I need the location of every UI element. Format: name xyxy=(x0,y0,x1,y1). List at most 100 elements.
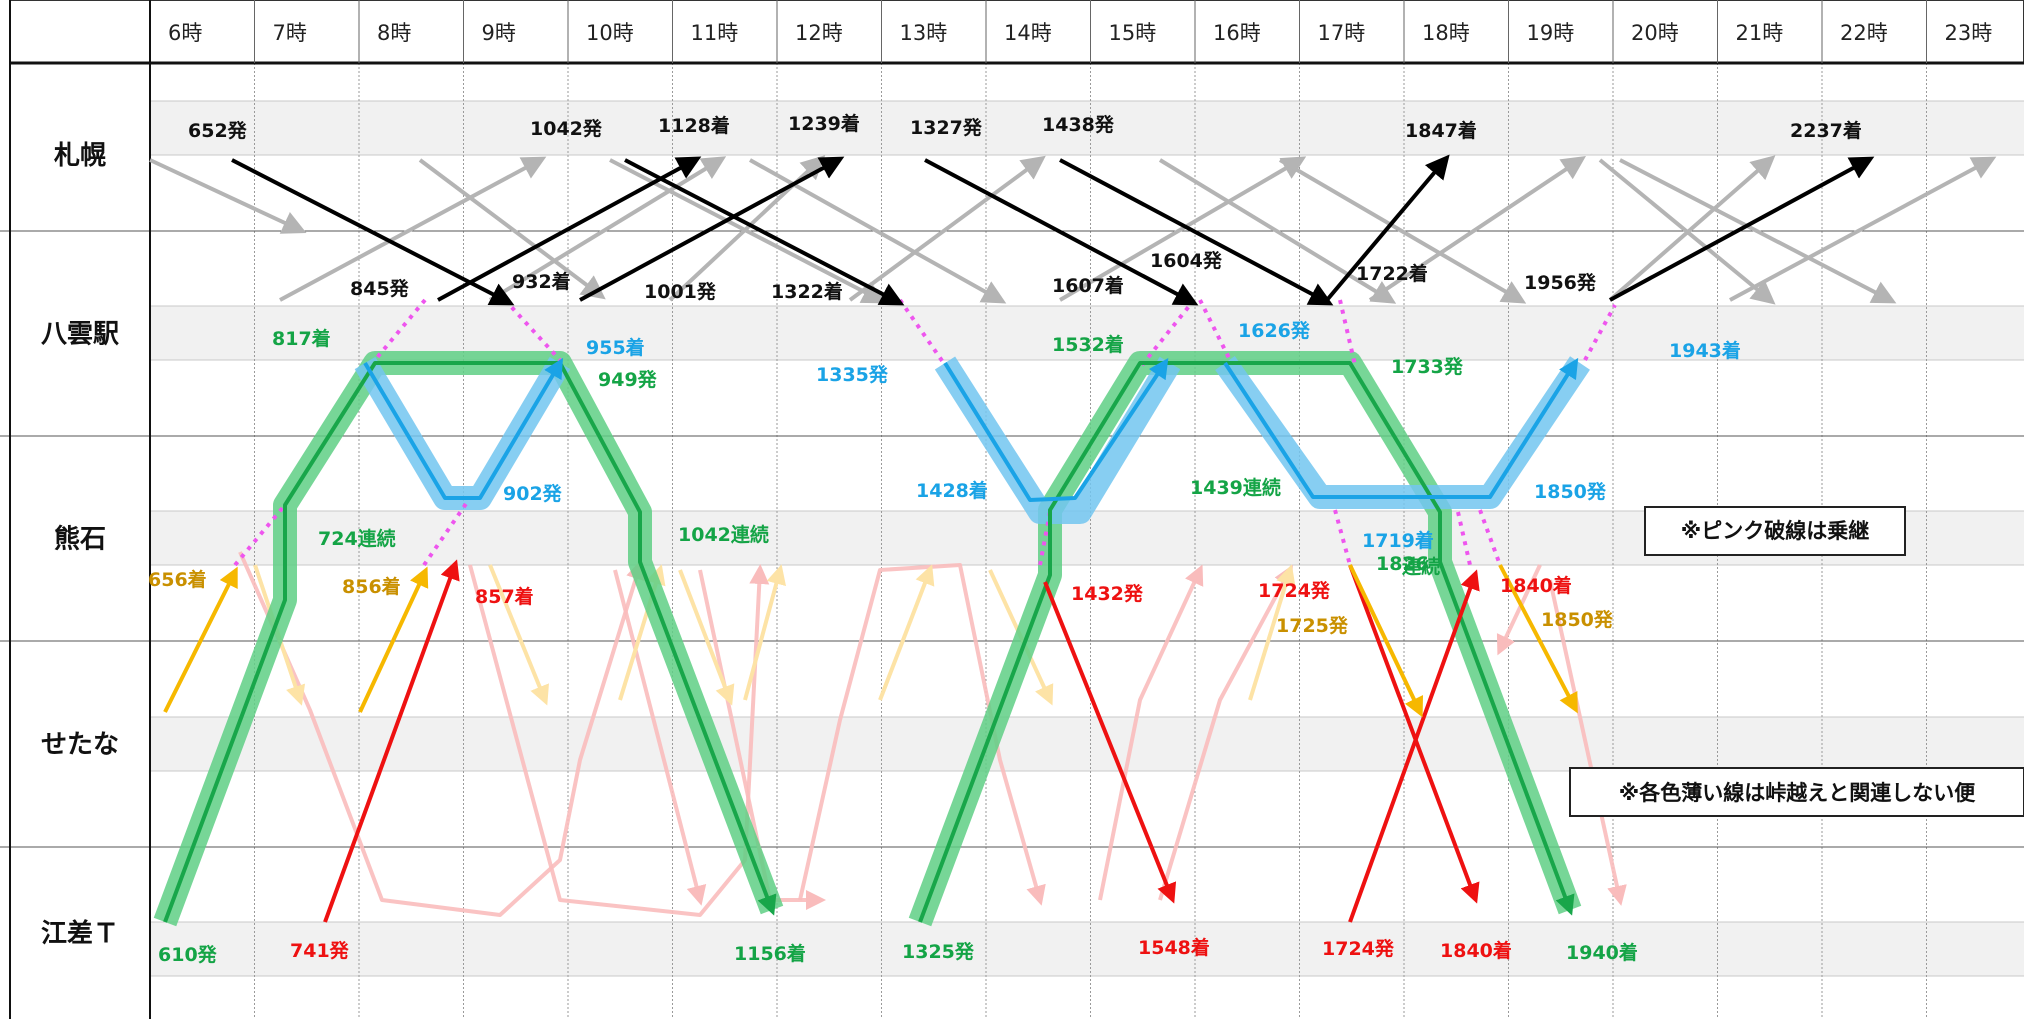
time-label: 1439連続 xyxy=(1190,476,1281,499)
time-label: 1840着 xyxy=(1500,574,1572,597)
orange-route-arrow xyxy=(1498,564,1578,714)
main-route-arrow xyxy=(231,158,515,306)
hour-label: 22時 xyxy=(1840,21,1888,45)
header-box xyxy=(9,0,2024,64)
station-name: 熊石 xyxy=(54,524,106,555)
red-route-arrow xyxy=(1348,569,1480,923)
station-band-4 xyxy=(150,922,2024,976)
main-route-arrow xyxy=(579,156,845,302)
time-label: 741発 xyxy=(290,939,350,962)
light-route-arrow xyxy=(238,551,646,917)
light-orange-route-arrow xyxy=(743,564,787,701)
transfer-lines xyxy=(233,298,1617,567)
gray-route-arrow xyxy=(279,156,547,302)
note-text: ※ピンク破線は乗継 xyxy=(1681,519,1869,543)
gray-route-arrow xyxy=(1058,156,1307,302)
wide-green-route xyxy=(153,351,784,927)
station-name: 札幌 xyxy=(54,141,106,171)
green-route-arrow xyxy=(918,361,1575,923)
blue-route-arrow xyxy=(943,358,1169,502)
light-orange-route-arrow xyxy=(1248,564,1296,701)
time-label: 1548着 xyxy=(1138,936,1210,959)
transfer-dashed-line xyxy=(373,298,427,362)
main-route-arrow xyxy=(624,158,905,306)
gray-route-arrow xyxy=(488,156,727,302)
transfer-dashed-line xyxy=(1140,303,1192,367)
time-label: 1733発 xyxy=(1391,355,1464,378)
main-route-arrow xyxy=(1059,158,1334,306)
light-route-arrow xyxy=(1496,564,1542,656)
time-labels: 652発 1042発 1128着 1239着 1327発 1438発 1847着 2237着 8… xyxy=(148,112,1862,966)
notes: ※ピンク破線は乗継 ※各色薄い線は峠越えと関連しない便 xyxy=(1569,506,2024,817)
station-name: 江差Ｔ xyxy=(41,918,119,949)
hour-label: 12時 xyxy=(795,21,843,45)
main-routes xyxy=(163,154,1875,923)
hour-label: 18時 xyxy=(1422,21,1470,45)
gray-route-arrow xyxy=(848,155,1046,302)
time-label: 1722着 xyxy=(1356,262,1428,285)
time-label: 1327発 xyxy=(910,116,983,139)
hour-label: 17時 xyxy=(1318,21,1366,45)
time-label: 932着 xyxy=(512,270,571,293)
time-label: 1156着 xyxy=(734,942,806,965)
time-label: 1432発 xyxy=(1071,582,1144,605)
time-label: 902発 xyxy=(503,482,563,505)
main-route-arrow xyxy=(1609,156,1875,302)
gray-route-arrow xyxy=(1729,156,1997,302)
transfer-dashed-line xyxy=(503,298,562,362)
hour-label: 11時 xyxy=(691,21,739,45)
station-name: 八雲駅 xyxy=(41,320,119,350)
time-label: 1847着 xyxy=(1405,119,1477,142)
gray-route-arrow xyxy=(1608,155,1776,302)
hour-label: 8時 xyxy=(377,21,411,45)
light-orange-route-arrow xyxy=(488,564,549,706)
note-box-unrelated xyxy=(1569,767,2024,817)
hour-label: 15時 xyxy=(1109,21,1157,45)
green-route-arrow xyxy=(163,361,777,923)
blue-route-arrow xyxy=(363,357,564,500)
hour-label: 16時 xyxy=(1213,21,1261,45)
time-label: 1725発 xyxy=(1276,614,1349,637)
hour-label: 7時 xyxy=(273,21,307,45)
hour-label: 6時 xyxy=(168,21,202,45)
station-band-0 xyxy=(150,101,2024,155)
note-box-transfer xyxy=(1644,506,1906,556)
time-label: 1325発 xyxy=(902,940,975,963)
time-label: 1128着 xyxy=(658,114,730,137)
light-orange-route-arrow xyxy=(878,564,935,701)
red-route-arrow xyxy=(1043,581,1177,904)
time-label: 1322着 xyxy=(771,280,843,303)
station-band-3 xyxy=(150,717,2024,771)
hour-label: 23時 xyxy=(1945,21,1993,45)
time-label: 1724発 xyxy=(1258,579,1331,602)
highlighted-connections xyxy=(153,351,1590,927)
time-label: 1607着 xyxy=(1052,274,1124,297)
time-label: 1001発 xyxy=(644,280,717,303)
transfer-dashed-line xyxy=(1338,299,1357,366)
time-label: 1239着 xyxy=(788,112,860,135)
main-route-arrow xyxy=(1325,154,1450,302)
time-label: 652発 xyxy=(188,119,248,142)
hour-label: 9時 xyxy=(482,21,516,45)
transfer-dashed-line xyxy=(233,503,287,567)
time-label: 656着 xyxy=(148,568,207,591)
blue-route-arrow xyxy=(1223,357,1579,499)
time-label: 1840着 xyxy=(1440,939,1512,962)
station-name: せたな xyxy=(41,730,119,760)
light-route-arrow xyxy=(468,564,770,917)
time-label: 1604発 xyxy=(1150,249,1223,272)
wide-green-route xyxy=(908,351,1582,927)
transfer-dashed-line xyxy=(1198,299,1232,361)
transfer-dashed-line xyxy=(422,496,472,567)
gray-route-arrow xyxy=(418,158,606,300)
orange-route-arrow xyxy=(358,566,429,713)
time-label: 1826 xyxy=(1376,553,1429,575)
time-label: 610発 xyxy=(158,943,218,966)
orange-route-arrow xyxy=(163,566,238,713)
red-route-arrow xyxy=(1348,564,1480,904)
time-label: 1719着 xyxy=(1362,529,1434,552)
time-grid xyxy=(0,63,2024,1019)
gray-route-arrow xyxy=(1158,158,1397,304)
gray-route-arrow xyxy=(149,158,307,234)
time-label: 1940着 xyxy=(1566,941,1638,964)
